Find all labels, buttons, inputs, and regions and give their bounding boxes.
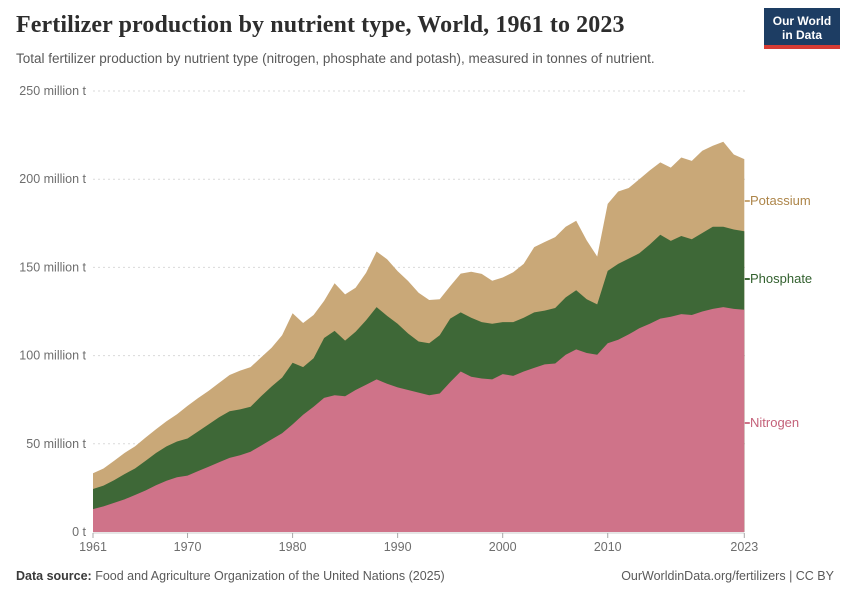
- page-subtitle: Total fertilizer production by nutrient …: [16, 51, 655, 66]
- x-axis-label-2000: 2000: [489, 540, 517, 554]
- citation-link[interactable]: OurWorldinData.org/fertilizers | CC BY: [621, 569, 834, 583]
- y-axis-label-100: 100 million t: [19, 349, 86, 363]
- legend-label-nitrogen[interactable]: Nitrogen: [750, 415, 799, 430]
- owid-logo-line1: Our World: [772, 13, 832, 28]
- x-axis-label-1990: 1990: [384, 540, 412, 554]
- x-axis-label-1980: 1980: [279, 540, 307, 554]
- data-source-note: Data source: Food and Agriculture Organi…: [16, 569, 445, 583]
- x-axis-label-1961: 1961: [79, 540, 107, 554]
- y-axis-label-200: 200 million t: [19, 172, 86, 186]
- footer: Data source: Food and Agriculture Organi…: [16, 569, 834, 583]
- owid-logo[interactable]: Our World in Data: [764, 8, 840, 49]
- legend-label-phosphate[interactable]: Phosphate: [750, 271, 812, 286]
- page-title: Fertilizer production by nutrient type, …: [16, 12, 625, 38]
- x-axis-label-2023: 2023: [730, 540, 758, 554]
- x-axis-label-1970: 1970: [174, 540, 202, 554]
- data-source-text: Food and Agriculture Organization of the…: [91, 569, 445, 583]
- y-axis-label-0: 0 t: [72, 525, 86, 539]
- area-nitrogen[interactable]: [93, 307, 745, 532]
- data-source-label: Data source:: [16, 569, 92, 583]
- x-axis-label-2010: 2010: [594, 540, 622, 554]
- owid-logo-line2: in Data: [781, 27, 822, 42]
- y-axis-label-50: 50 million t: [26, 437, 86, 451]
- y-axis-label-250: 250 million t: [19, 84, 86, 98]
- legend-label-potassium[interactable]: Potassium: [750, 193, 811, 208]
- owid-logo-accent-bar: [764, 45, 840, 49]
- y-axis-label-150: 150 million t: [19, 260, 86, 274]
